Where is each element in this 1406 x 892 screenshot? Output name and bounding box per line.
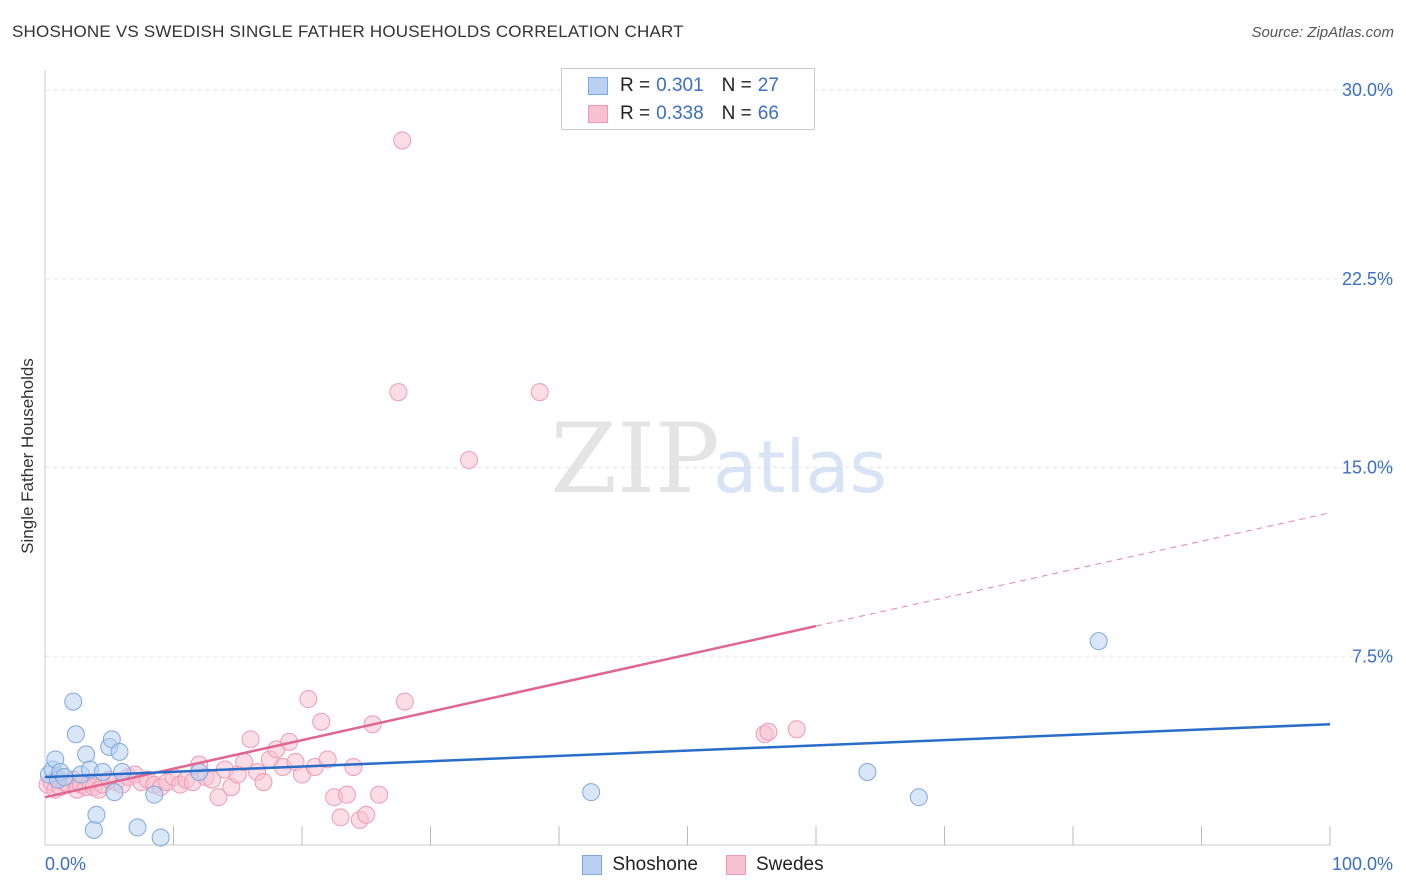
swedes-swatch [588,105,608,123]
y-tick-label: 22.5% [1342,269,1393,289]
shoshone-point [582,783,601,802]
watermark: ZIP atlas [550,403,887,515]
shoshone-point [145,785,164,804]
legend-item-shoshone[interactable]: Shoshone [582,854,698,876]
r-label: R = [620,103,651,124]
grid [45,89,1395,657]
legend-item-swedes[interactable]: Swedes [725,854,824,876]
swedes-point [357,805,376,824]
legend-row-swedes: R = 0.338 N = 66 [562,101,779,127]
shoshone-r-value: 0.301 [656,75,704,96]
legend-row-shoshone: R = 0.301 N = 27 [562,73,779,99]
shoshone-point [909,788,928,807]
y-tick-label: 7.5% [1352,646,1393,666]
shoshone-point [1089,632,1108,651]
x-tick-label: 100.0% [1332,854,1393,874]
shoshone-point [84,820,103,839]
swedes-point [344,757,363,776]
swedes-trend-line [44,624,817,799]
swedes-point [395,692,414,711]
shoshone-point [151,828,170,847]
shoshone-point [66,725,85,744]
swedes-legend-label: Swedes [755,854,824,875]
y-tick-label: 30.0% [1342,80,1393,100]
swedes-point [460,451,479,470]
shoshone-legend-swatch [582,855,603,875]
swedes-point [389,383,408,402]
swedes-r-value: 0.338 [656,103,704,124]
swedes-trend-projection [815,512,1331,627]
shoshone-trend-line [44,722,1331,779]
shoshone-point [128,818,147,837]
trend-lines [44,512,1331,799]
swedes-point [312,712,331,731]
chart-source: Source: ZipAtlas.com [1251,24,1394,41]
shoshone-point [64,692,83,711]
swedes-point [299,690,318,709]
swedes-point [370,785,389,804]
tick-labels: 7.5% 15.0% 22.5% 30.0% 0.0% 100.0% [45,80,1393,874]
swedes-point [787,720,806,739]
shoshone-n-value: 27 [757,75,779,96]
swedes-point [530,383,549,402]
correlation-legend: R = 0.301 N = 27 R = 0.338 N = 66 [561,68,815,130]
watermark-atlas: atlas [713,425,887,509]
swedes-point [331,808,350,827]
shoshone-points [39,632,1108,847]
swedes-point [393,131,412,150]
chart-title: SHOSHONE VS SWEDISH SINGLE FATHER HOUSEH… [12,22,684,41]
swedes-point [318,750,337,769]
x-tick-label: 0.0% [45,854,86,874]
y-tick-label: 15.0% [1342,458,1393,478]
shoshone-legend-label: Shoshone [612,854,698,875]
swedes-point [759,722,778,741]
n-label: N = [721,75,752,96]
swedes-point [337,785,356,804]
swedes-n-value: 66 [757,103,779,124]
swedes-point [241,730,260,749]
shoshone-point [858,763,877,782]
shoshone-point [93,763,112,782]
series-legend: Shoshone Swedes [0,852,1406,878]
shoshone-point [77,745,96,764]
shoshone-point [110,742,129,761]
shoshone-point [105,783,124,802]
shoshone-swatch [588,77,608,95]
swedes-legend-swatch [725,855,746,875]
axes [44,70,1331,846]
r-label: R = [620,75,651,96]
swedes-point [209,788,228,807]
n-label: N = [721,103,752,124]
swedes-point [254,773,273,792]
shoshone-point [87,805,106,824]
watermark-zip: ZIP [550,403,719,515]
